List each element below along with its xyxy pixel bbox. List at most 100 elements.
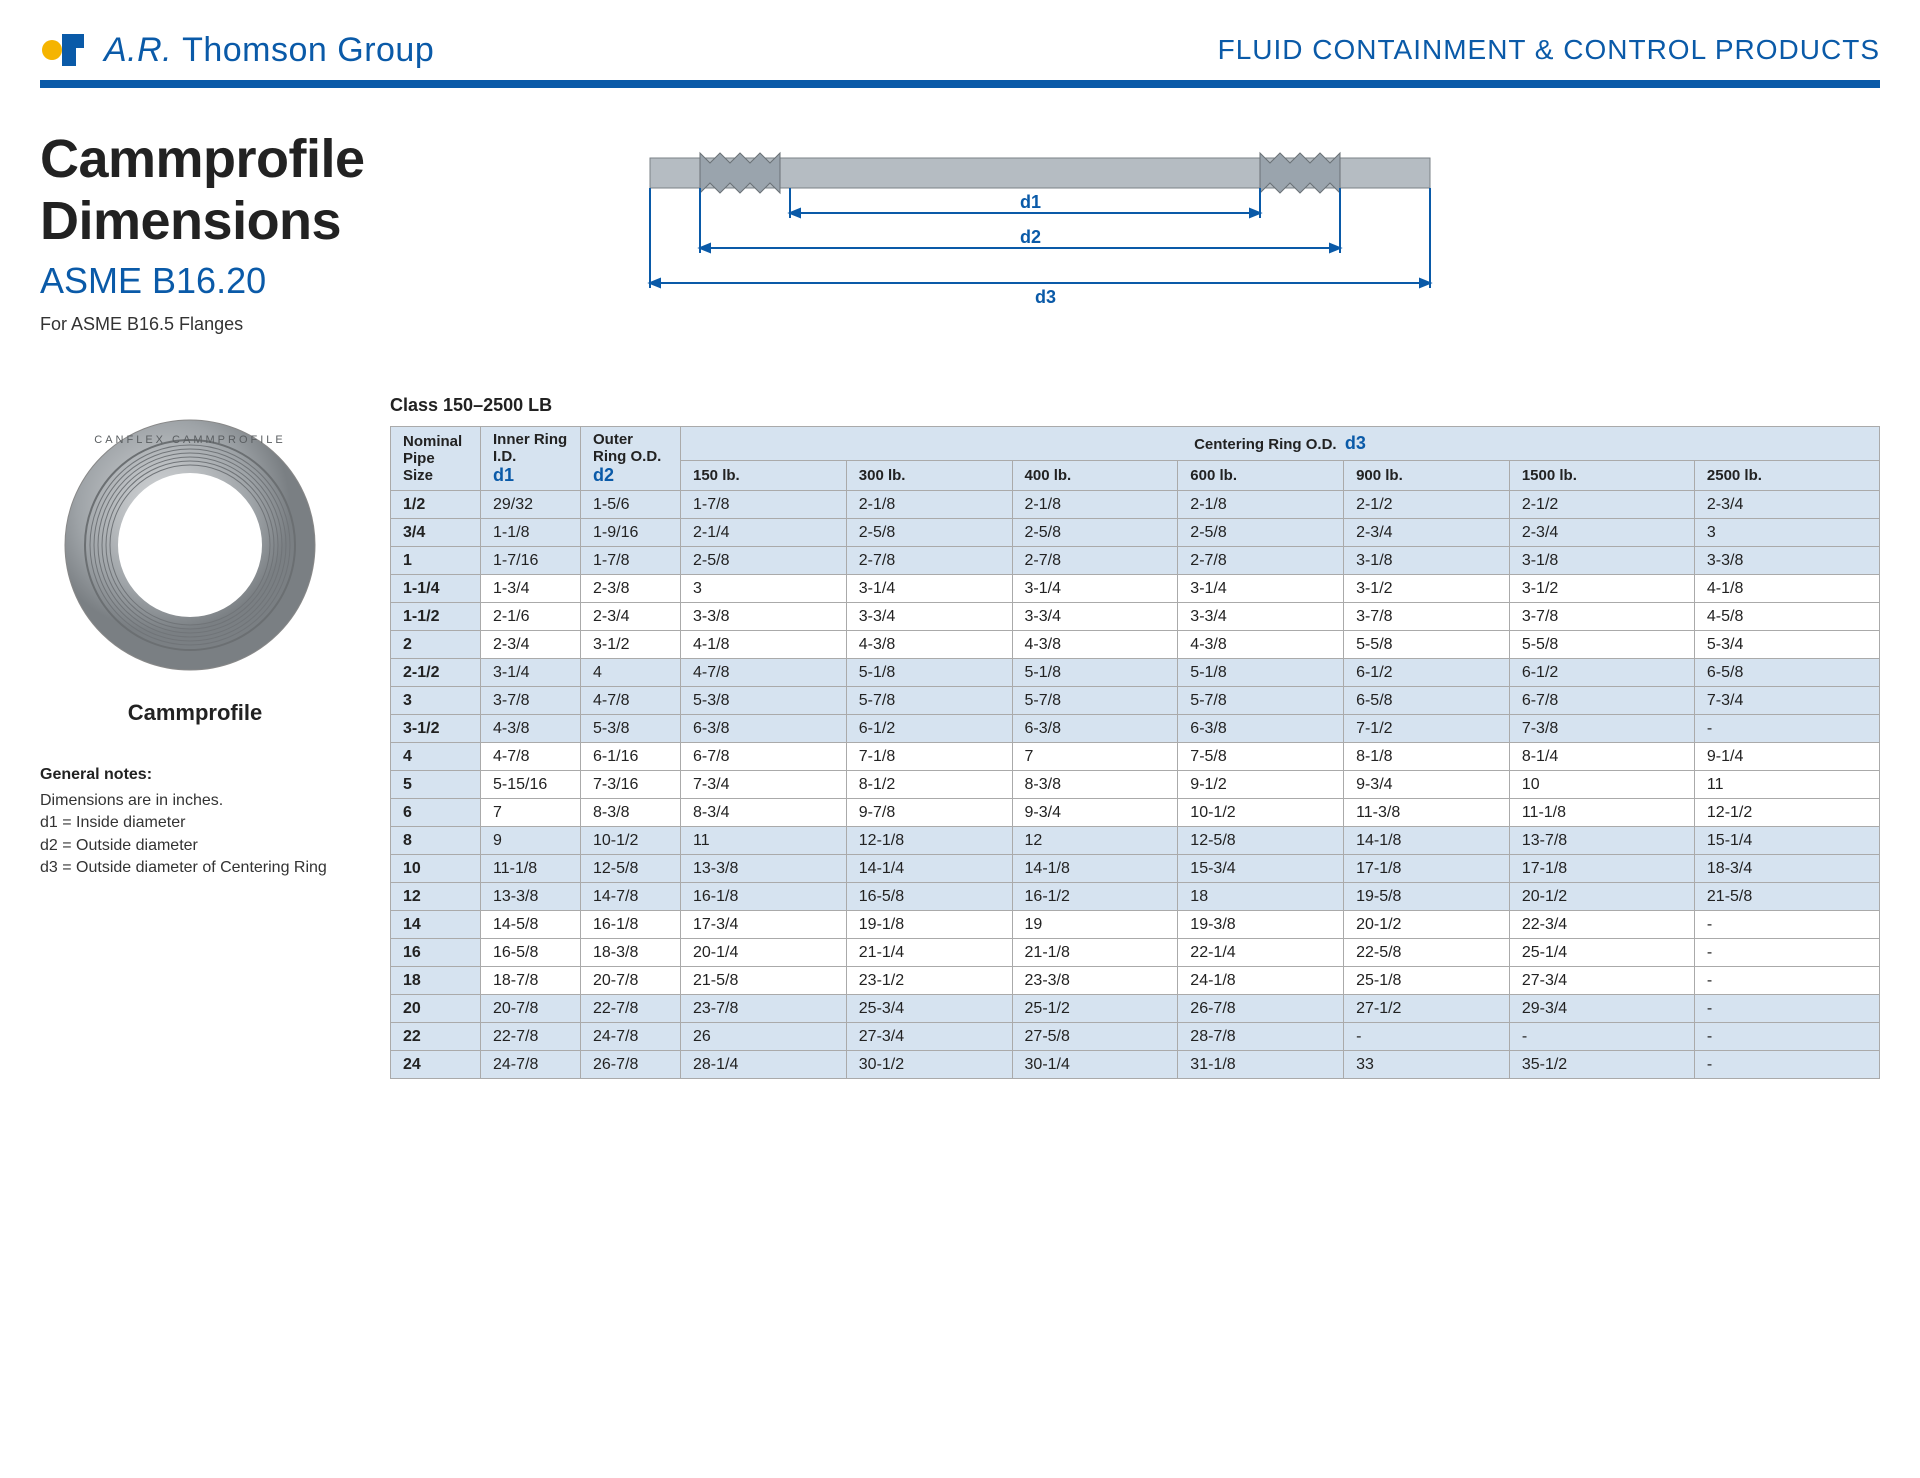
cell-nominal: 22 — [391, 1023, 481, 1051]
cell-nominal: 4 — [391, 743, 481, 771]
cell-value: 15-1/4 — [1694, 827, 1879, 855]
table-row: 1-1/41-3/42-3/833-1/43-1/43-1/43-1/23-1/… — [391, 575, 1880, 603]
cell-nominal: 14 — [391, 911, 481, 939]
table-row: 22-3/43-1/24-1/84-3/84-3/84-3/85-5/85-5/… — [391, 631, 1880, 659]
cell-value: 16-5/8 — [481, 939, 581, 967]
cell-value: - — [1694, 911, 1879, 939]
cell-value: 25-1/2 — [1012, 995, 1178, 1023]
cell-value: - — [1694, 939, 1879, 967]
th-class: 1500 lb. — [1509, 461, 1694, 491]
cell-value: 3-1/4 — [481, 659, 581, 687]
table-row: 2222-7/824-7/82627-3/427-5/828-7/8--- — [391, 1023, 1880, 1051]
table-row: 2020-7/822-7/823-7/825-3/425-1/226-7/827… — [391, 995, 1880, 1023]
cell-value: 3-3/8 — [1694, 547, 1879, 575]
cell-value: 2-5/8 — [681, 547, 847, 575]
cell-value: 2-3/4 — [1344, 519, 1510, 547]
cell-value: 21-5/8 — [681, 967, 847, 995]
cell-value: 2-5/8 — [1012, 519, 1178, 547]
cell-value: 6-5/8 — [1694, 659, 1879, 687]
cell-value: 9 — [481, 827, 581, 855]
cell-value: 35-1/2 — [1509, 1051, 1694, 1079]
cell-value: 2-1/8 — [846, 491, 1012, 519]
cell-value: 26-7/8 — [1178, 995, 1344, 1023]
th-inner: Inner Ring I.D. d1 — [481, 427, 581, 491]
cell-value: 33 — [1344, 1051, 1510, 1079]
cell-value: 11 — [681, 827, 847, 855]
dimensions-table: Nominal Pipe Size Inner Ring I.D. d1 Out… — [390, 426, 1880, 1079]
cell-value: 7-3/4 — [1694, 687, 1879, 715]
cell-value: 24-1/8 — [1178, 967, 1344, 995]
cell-value: 21-1/8 — [1012, 939, 1178, 967]
cell-value: 10-1/2 — [581, 827, 681, 855]
cell-value: 20-1/4 — [681, 939, 847, 967]
page-subtitle: ASME B16.20 — [40, 260, 600, 302]
cell-value: 18-7/8 — [481, 967, 581, 995]
cell-value: 5-3/4 — [1694, 631, 1879, 659]
table-row: 55-15/167-3/167-3/48-1/28-3/89-1/29-3/41… — [391, 771, 1880, 799]
cell-value: 1-7/8 — [581, 547, 681, 575]
cell-value: 3 — [681, 575, 847, 603]
cell-value: 28-1/4 — [681, 1051, 847, 1079]
cell-value: 3-7/8 — [1344, 603, 1510, 631]
cell-value: 9-1/4 — [1694, 743, 1879, 771]
cell-nominal: 1 — [391, 547, 481, 575]
cell-nominal: 6 — [391, 799, 481, 827]
th-class: 2500 lb. — [1694, 461, 1879, 491]
th-class: 600 lb. — [1178, 461, 1344, 491]
cell-value: 3-1/4 — [846, 575, 1012, 603]
cell-value: 2-7/8 — [1178, 547, 1344, 575]
cell-value: 1-7/16 — [481, 547, 581, 575]
cell-value: 2-1/2 — [1344, 491, 1510, 519]
cell-value: 4-3/8 — [846, 631, 1012, 659]
th-nominal: Nominal Pipe Size — [391, 427, 481, 491]
cell-value: 29-3/4 — [1509, 995, 1694, 1023]
cell-value: 12-5/8 — [1178, 827, 1344, 855]
cell-value: 3-1/8 — [1509, 547, 1694, 575]
cell-value: 7-1/8 — [846, 743, 1012, 771]
cell-value: 3-1/2 — [581, 631, 681, 659]
cell-value: 18-3/8 — [581, 939, 681, 967]
cell-nominal: 18 — [391, 967, 481, 995]
cell-value: 2-7/8 — [1012, 547, 1178, 575]
cell-value: 3-1/8 — [1344, 547, 1510, 575]
cell-value: 3-1/4 — [1178, 575, 1344, 603]
cell-value: 3-3/4 — [1178, 603, 1344, 631]
cell-value: 23-3/8 — [1012, 967, 1178, 995]
cell-value: 7-3/4 — [681, 771, 847, 799]
cell-value: 12 — [1012, 827, 1178, 855]
cell-nominal: 16 — [391, 939, 481, 967]
cell-value: 3-7/8 — [1509, 603, 1694, 631]
cell-value: 29/32 — [481, 491, 581, 519]
cell-value: 14-1/4 — [846, 855, 1012, 883]
cell-value: 20-7/8 — [481, 995, 581, 1023]
cell-value: 6-3/8 — [1012, 715, 1178, 743]
cell-value: 5-7/8 — [1012, 687, 1178, 715]
cell-value: 2-3/4 — [581, 603, 681, 631]
general-notes: General notes: Dimensions are in inches.… — [40, 766, 350, 880]
table-row: 3-1/24-3/85-3/86-3/86-1/26-3/86-3/87-1/2… — [391, 715, 1880, 743]
cell-value: 10-1/2 — [1178, 799, 1344, 827]
table-row: 2-1/23-1/444-7/85-1/85-1/85-1/86-1/26-1/… — [391, 659, 1880, 687]
cell-value: 5-7/8 — [846, 687, 1012, 715]
cell-value: 1-1/8 — [481, 519, 581, 547]
cell-value: 16-1/2 — [1012, 883, 1178, 911]
company-name: A.R. Thomson Group — [104, 31, 434, 70]
cell-value: 5-3/8 — [681, 687, 847, 715]
cell-value: 6-1/2 — [1509, 659, 1694, 687]
cell-value: 25-1/4 — [1509, 939, 1694, 967]
table-row: 44-7/86-1/166-7/87-1/877-5/88-1/88-1/49-… — [391, 743, 1880, 771]
cell-value: 26 — [681, 1023, 847, 1051]
cell-value: 17-1/8 — [1509, 855, 1694, 883]
diagram-d2-label: d2 — [1020, 227, 1041, 247]
cell-value: 27-3/4 — [1509, 967, 1694, 995]
cell-value: 22-7/8 — [581, 995, 681, 1023]
cell-value: 4-7/8 — [681, 659, 847, 687]
cell-value: 8-1/8 — [1344, 743, 1510, 771]
cell-value: 21-1/4 — [846, 939, 1012, 967]
table-row: 3/41-1/81-9/162-1/42-5/82-5/82-5/82-3/42… — [391, 519, 1880, 547]
cell-value: 15-3/4 — [1178, 855, 1344, 883]
cell-value: 20-1/2 — [1509, 883, 1694, 911]
cell-nominal: 1/2 — [391, 491, 481, 519]
th-outer: Outer Ring O.D. d2 — [581, 427, 681, 491]
cell-value: 30-1/2 — [846, 1051, 1012, 1079]
